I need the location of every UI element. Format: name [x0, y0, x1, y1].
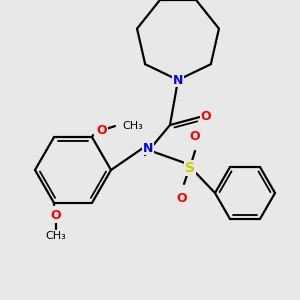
- Text: S: S: [185, 161, 195, 175]
- Text: O: O: [201, 110, 211, 124]
- Text: O: O: [177, 191, 187, 205]
- Text: N: N: [173, 74, 183, 86]
- Text: O: O: [51, 209, 61, 222]
- Text: N: N: [143, 142, 153, 154]
- Text: O: O: [97, 124, 107, 136]
- Text: O: O: [190, 130, 200, 143]
- Text: CH₃: CH₃: [46, 231, 66, 241]
- Text: CH₃: CH₃: [122, 121, 143, 131]
